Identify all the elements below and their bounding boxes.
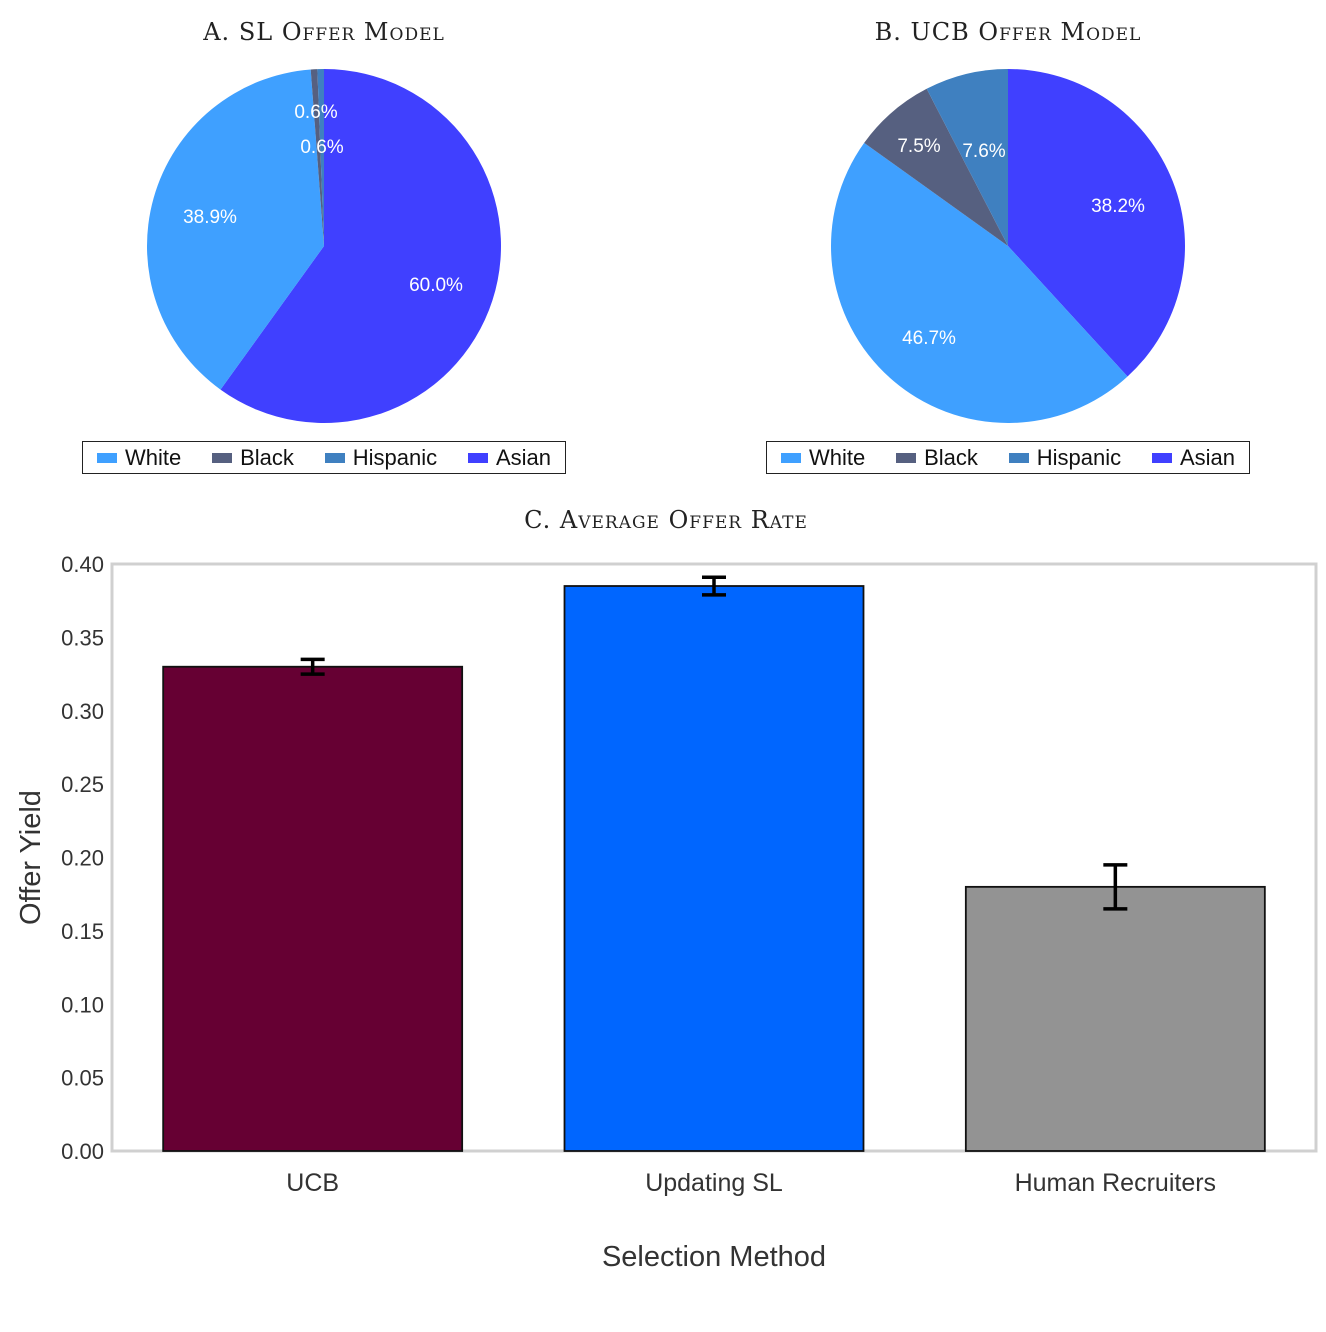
pie-a-slice-hispanic [317, 69, 324, 246]
pie-b-legend-item-hispanic: Hispanic [1008, 444, 1122, 471]
pie-b-label-white: 46.7% [902, 328, 956, 349]
pie-b-legend-item-white: White [781, 445, 865, 471]
pie-a-legend-label: Black [240, 444, 294, 470]
pie-b-legend-label: Asian [1179, 444, 1235, 470]
pie-b-chart: 46.7% 7.5% 7.6% 38.2% [831, 69, 1185, 423]
y-axis-label: Offer Yield [15, 790, 47, 925]
y-tick-label: 0.15 [61, 919, 104, 944]
pie-a-legend-swatch [97, 452, 117, 463]
error-bar-ucb [300, 657, 325, 676]
pie-b-slice-black [864, 88, 1008, 246]
y-tick-label: 0.25 [61, 772, 104, 797]
pie-a-slice-black [310, 69, 324, 246]
pie-a-chart: 38.9% 0.6% 0.6% 60.0% [146, 69, 501, 423]
x-tick-label: Human Recruiters [1015, 1169, 1216, 1197]
pie-a-legend-label: Asian [495, 444, 551, 470]
pie-b-title: B. UCB Offer Model [874, 18, 1142, 46]
pie-b-slice-white [831, 142, 1128, 423]
pie-a-label-white: 38.9% [183, 207, 237, 228]
pie-a-title: A. SL Offer Model [203, 18, 445, 46]
pie-a-legend-item-white: White [97, 445, 181, 471]
bar-human-recruiters [964, 885, 1266, 1152]
y-tick-label: 0.40 [61, 552, 104, 577]
pie-a-legend-swatch [467, 452, 488, 463]
pie-b-legend-swatch [896, 452, 917, 463]
pie-a-legend-item-asian: Asian [467, 444, 551, 471]
error-bar-human-recruiters [1103, 863, 1128, 911]
pie-a-legend-label: Hispanic [352, 444, 438, 470]
pie-a-label-hispanic: 0.6% [300, 137, 343, 158]
pie-a-legend-item-black: Black [212, 445, 294, 471]
pie-a-slice-asian [220, 69, 501, 423]
pie-b-legend-item-asian: Asian [1151, 444, 1235, 471]
pie-a-label-black: 0.6% [294, 102, 337, 123]
x-axis-label: Selection Method [602, 1241, 826, 1273]
pie-b-legend-item-black: Black [896, 445, 978, 471]
bar-updating-sl [563, 585, 865, 1152]
x-tick-label: Updating SL [645, 1169, 783, 1197]
pie-a-label-asian: 60.0% [409, 275, 463, 296]
bar-ucb [162, 665, 464, 1152]
y-tick-label: 0.05 [61, 1066, 104, 1091]
pie-b-legend-label: White [809, 444, 866, 470]
y-tick-label: 0.00 [61, 1139, 104, 1164]
pie-b-slice-asian [1008, 69, 1185, 377]
pie-b-legend-label: Hispanic [1036, 444, 1122, 470]
pie-b-legend-swatch [1008, 452, 1029, 463]
y-tick-label: 0.10 [61, 992, 104, 1017]
pie-b-legend-swatch [781, 452, 801, 463]
bar-chart: 0.00 0.05 0.10 0.15 0.20 0.25 0.30 0.35 0.40 UCB U… [15, 552, 1318, 1273]
pie-b-label-asian: 38.2% [1091, 196, 1145, 217]
pie-b-label-hispanic: 7.6% [962, 141, 1005, 162]
pie-a-legend-swatch [324, 452, 345, 463]
pie-a-legend-swatch [212, 452, 233, 463]
pie-a-legend-label: White [125, 444, 182, 470]
error-bar-updating-sl [702, 575, 726, 597]
pie-a-legend: White Black Hispanic Asian [82, 441, 566, 474]
x-tick-label: UCB [286, 1169, 339, 1197]
pie-b-legend: White Black Hispanic Asian [766, 441, 1250, 474]
pie-b-slice-hispanic [926, 69, 1008, 246]
bar-chart-title: C. Average Offer Rate [524, 506, 808, 534]
pie-a-legend-item-hispanic: Hispanic [324, 444, 438, 471]
y-tick-label: 0.30 [61, 699, 104, 724]
y-tick-label: 0.20 [61, 846, 104, 871]
pie-b-legend-swatch [1151, 452, 1172, 463]
pie-b-legend-label: Black [924, 444, 978, 470]
pie-a-slice-white [146, 69, 324, 390]
pie-b-label-black: 7.5% [897, 136, 940, 157]
y-tick-label: 0.35 [61, 625, 104, 650]
